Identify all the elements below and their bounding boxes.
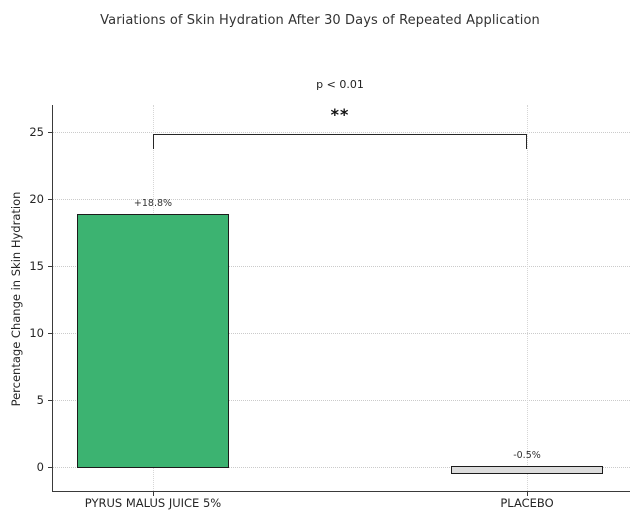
bar-placebo	[451, 466, 603, 475]
gridline-horizontal	[52, 466, 630, 468]
y-axis-label: Percentage Change in Skin Hydration	[9, 191, 23, 407]
gridline-horizontal	[52, 198, 630, 200]
x-axis-spine	[52, 491, 630, 492]
x-tick-label-pyrus: PYRUS MALUS JUICE 5%	[84, 496, 222, 510]
chart-title: Variations of Skin Hydration After 30 Da…	[100, 13, 540, 28]
y-tick-mark	[48, 265, 52, 267]
y-tick-label: 0	[36, 459, 44, 474]
significance-stars: **	[330, 104, 350, 124]
y-tick-mark	[48, 198, 52, 200]
y-tick-label: 5	[36, 392, 44, 407]
bar-value-label-placebo: -0.5%	[513, 450, 541, 462]
p-value-label: p < 0.01	[316, 77, 364, 91]
gridline-horizontal	[52, 265, 630, 267]
y-tick-mark	[48, 332, 52, 334]
y-tick-mark	[48, 399, 52, 401]
y-tick-label: 10	[29, 325, 44, 340]
y-tick-mark	[48, 131, 52, 133]
y-axis-spine	[52, 105, 53, 491]
y-tick-label: 25	[29, 124, 44, 139]
gridline-horizontal	[52, 332, 630, 334]
y-tick-label: 20	[29, 191, 44, 206]
significance-bracket	[153, 133, 527, 149]
y-tick-mark	[48, 466, 52, 468]
gridline-horizontal	[52, 399, 630, 401]
gridline-horizontal	[52, 131, 630, 133]
bar-value-label-pyrus: +18.8%	[133, 198, 173, 210]
x-tick-mark	[153, 492, 154, 496]
gridline-vertical	[527, 105, 528, 491]
x-tick-label-placebo: PLACEBO	[500, 496, 554, 510]
bar-pyrus-malus-juice	[77, 214, 229, 468]
x-tick-mark	[527, 492, 528, 496]
y-tick-label: 15	[29, 258, 44, 273]
